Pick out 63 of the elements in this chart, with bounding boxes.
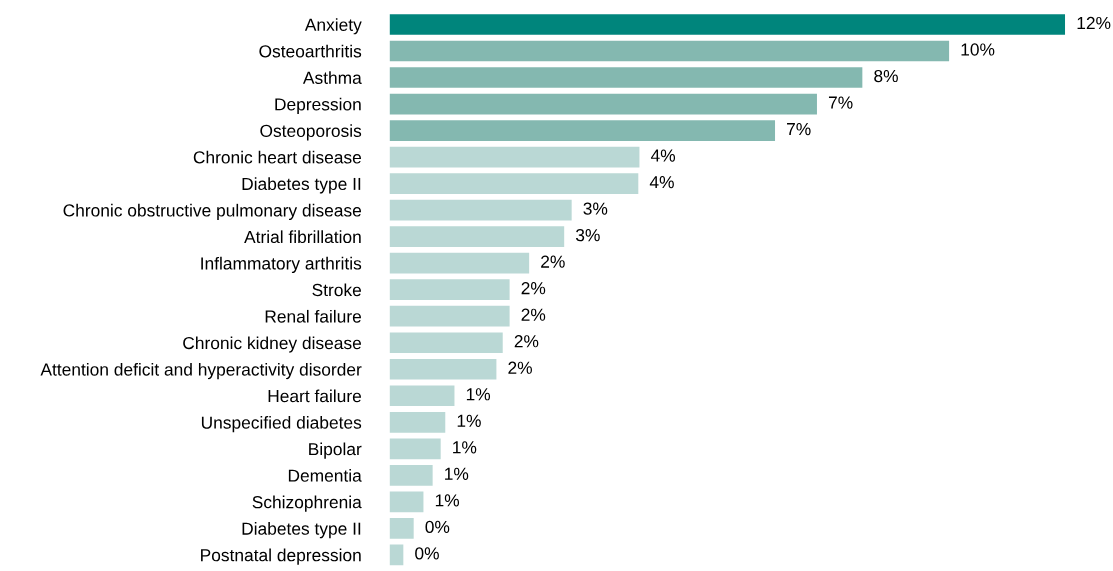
y-tick-label: Osteoarthritis xyxy=(259,44,362,58)
data-label: 2% xyxy=(514,335,539,348)
bar xyxy=(389,279,510,301)
bar xyxy=(389,93,817,115)
data-label: 1% xyxy=(466,388,491,401)
y-tick-label: Atrial fibrillation xyxy=(244,230,361,244)
y-tick-label: Anxiety xyxy=(304,18,362,35)
y-tick-label: Osteoporosis xyxy=(260,124,362,141)
y-tick-label: Chronic kidney disease xyxy=(183,336,362,353)
data-label: 4% xyxy=(649,176,674,189)
data-label: 10% xyxy=(961,43,995,56)
bar xyxy=(389,173,639,194)
bar xyxy=(389,518,414,539)
data-label: 1% xyxy=(435,494,460,507)
bar xyxy=(389,40,950,62)
data-label: 12% xyxy=(1077,16,1111,30)
data-label: 2% xyxy=(508,361,532,374)
data-label: 3% xyxy=(583,202,608,215)
y-tick-label: Unspecified diabetes xyxy=(201,415,362,433)
y-tick-label: Dementia xyxy=(288,469,362,482)
data-label: 3% xyxy=(575,229,600,242)
bar xyxy=(389,252,530,274)
bar xyxy=(389,226,565,247)
y-tick-label: Diabetes type II xyxy=(242,522,361,539)
data-label: 7% xyxy=(787,123,811,136)
data-label: 0% xyxy=(415,547,439,560)
bar xyxy=(389,67,863,88)
y-tick-label: Postnatal depression xyxy=(201,548,361,565)
y-tick-label: Renal failure xyxy=(265,309,362,323)
y-tick-label: Asthma xyxy=(302,71,362,84)
bar xyxy=(389,411,446,433)
data-label: 0% xyxy=(425,520,450,534)
y-tick-label: Depression xyxy=(275,97,361,114)
y-tick-label: Chronic obstructive pulmonary disease xyxy=(63,203,362,221)
bar xyxy=(389,544,404,566)
bar xyxy=(389,332,503,354)
data-label: 1% xyxy=(445,467,469,480)
data-label: 8% xyxy=(874,69,898,83)
data-label: 1% xyxy=(457,414,481,427)
y-tick-label: Chronic heart disease xyxy=(193,150,362,164)
data-label: 7% xyxy=(828,96,853,109)
bar xyxy=(389,305,510,327)
data-label: 4% xyxy=(650,149,676,162)
bar xyxy=(389,491,424,513)
bar xyxy=(389,385,455,407)
data-label: 1% xyxy=(453,441,477,454)
bar xyxy=(389,146,640,168)
data-label: 2% xyxy=(521,308,546,321)
data-label: 2% xyxy=(541,255,565,268)
bar xyxy=(389,199,572,221)
y-tick-label: Schizophrenia xyxy=(252,495,362,512)
y-tick-label: Attention deficit and hyperactivity disorder xyxy=(40,362,362,380)
y-tick-label: Stroke xyxy=(312,283,361,297)
bar xyxy=(389,120,776,141)
bar xyxy=(389,358,497,380)
data-label: 2% xyxy=(521,282,546,295)
y-tick-label: Heart failure xyxy=(268,389,362,403)
bar xyxy=(389,464,433,486)
bar xyxy=(389,438,441,460)
y-tick-label: Inflammatory arthritis xyxy=(201,256,362,274)
bar xyxy=(389,14,1066,35)
y-tick-label: Bipolar xyxy=(309,442,362,459)
y-tick-label: Diabetes type II xyxy=(242,177,361,194)
